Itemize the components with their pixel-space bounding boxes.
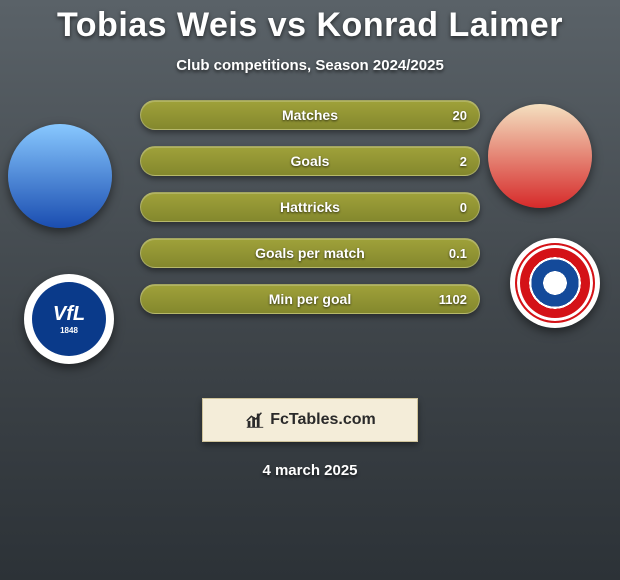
stat-pill: Goals 2 <box>140 146 480 176</box>
page-subtitle: Club competitions, Season 2024/2025 <box>0 57 620 74</box>
bayern-icon <box>515 243 595 323</box>
stat-pill: Hattricks 0 <box>140 192 480 222</box>
player-left-avatar <box>8 124 112 228</box>
stat-label: Min per goal <box>269 291 351 307</box>
chart-icon <box>244 409 266 431</box>
comparison-date: 4 march 2025 <box>0 462 620 479</box>
club-left-badge: VfL 1848 <box>24 274 114 364</box>
stats-area: VfL 1848 Matches 20 Goals 2 Hattricks 0 … <box>0 100 620 360</box>
player-avatar-placeholder <box>8 124 112 228</box>
stat-pill: Matches 20 <box>140 100 480 130</box>
stat-pill: Min per goal 1102 <box>140 284 480 314</box>
stat-pill: Goals per match 0.1 <box>140 238 480 268</box>
stat-value-right: 0.1 <box>449 246 467 261</box>
branding-label: FcTables.com <box>270 411 376 429</box>
stat-value-right: 1102 <box>439 292 467 307</box>
club-left-short: VfL <box>53 303 85 325</box>
player-right-avatar <box>488 104 592 208</box>
player-avatar-placeholder <box>488 104 592 208</box>
stat-value-right: 0 <box>460 200 467 215</box>
stat-value-right: 2 <box>460 154 467 169</box>
page-title: Tobias Weis vs Konrad Laimer <box>0 0 620 45</box>
stat-label: Goals per match <box>255 245 365 261</box>
stat-label: Matches <box>282 107 338 123</box>
stat-value-right: 20 <box>453 108 467 123</box>
stat-label: Goals <box>291 153 330 169</box>
vfl-bochum-icon: VfL 1848 <box>32 282 106 356</box>
stat-pill-list: Matches 20 Goals 2 Hattricks 0 Goals per… <box>140 100 480 360</box>
club-left-year: 1848 <box>53 326 85 335</box>
stat-label: Hattricks <box>280 199 340 215</box>
club-right-badge <box>510 238 600 328</box>
branding-tag[interactable]: FcTables.com <box>202 398 418 442</box>
